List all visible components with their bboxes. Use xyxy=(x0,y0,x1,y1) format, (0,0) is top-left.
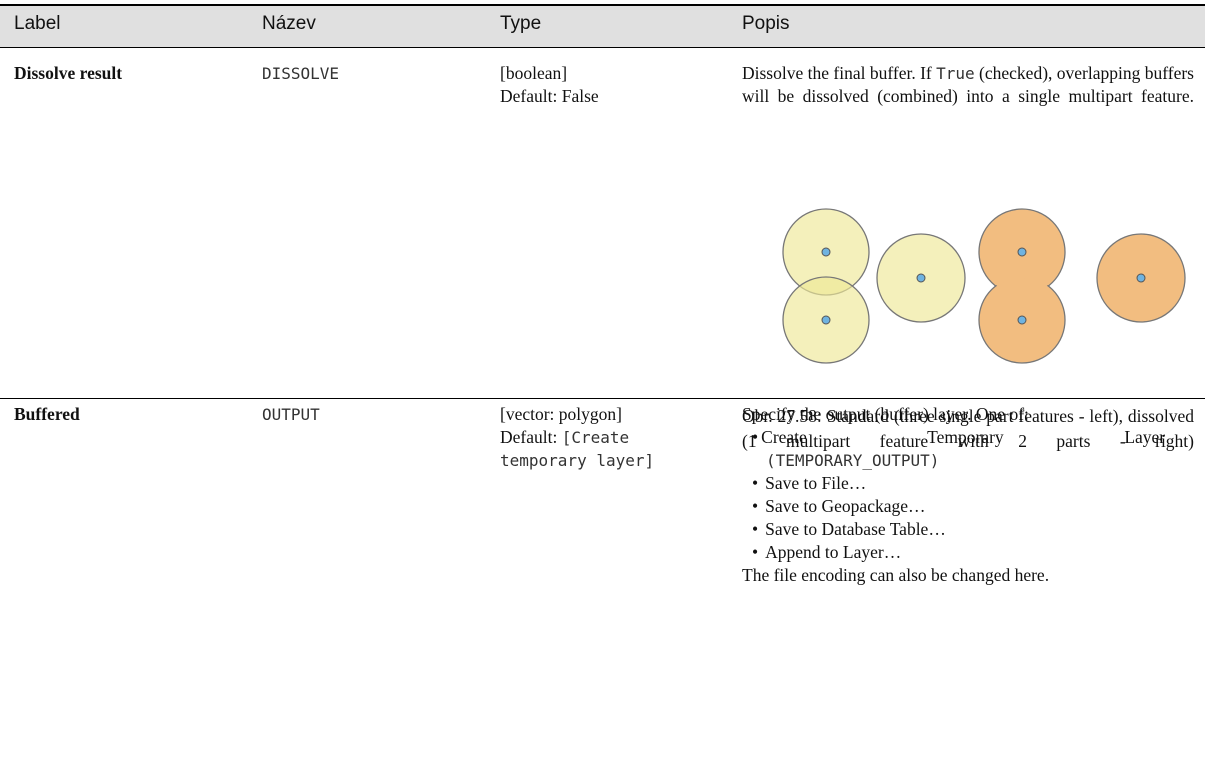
text: Create Temporary Layer xyxy=(761,427,1166,447)
header-cell: Popis xyxy=(742,13,790,34)
option: Append to Layer… xyxy=(765,541,1194,564)
description: Dissolve the final buffer. If True (chec… xyxy=(742,62,1194,108)
options: Create Temporary Layer (TEMPORARY_OUTPUT… xyxy=(742,426,1194,564)
label: Buffered xyxy=(14,404,80,424)
text: Dissolve the final buffer. If xyxy=(742,63,937,83)
code: [Create temporary layer] xyxy=(500,428,655,470)
type: [vector: polygon] Default: [Create tempo… xyxy=(500,403,720,472)
header-cell: Label xyxy=(14,13,61,34)
row-divider xyxy=(0,398,1205,399)
default: Default: [Create temporary layer] xyxy=(500,426,720,472)
header-cell: Type xyxy=(500,13,542,34)
type: [boolean] Default: False xyxy=(500,62,599,108)
type-text: [boolean] xyxy=(500,63,568,83)
type-text: [vector: polygon] xyxy=(500,404,622,424)
text: (checked), overlapping buffers will be d… xyxy=(742,63,1194,106)
note: The file encoding can also be changed he… xyxy=(742,565,1050,585)
header-row xyxy=(0,4,1205,48)
option: Save to File… xyxy=(765,472,1194,495)
label: Dissolve result xyxy=(14,63,123,83)
code: True xyxy=(936,64,975,83)
description: Specify the output (buffer) layer. One o… xyxy=(742,403,1194,587)
option: Save to Geopackage… xyxy=(765,495,1194,518)
text: Specify the output (buffer) layer. One o… xyxy=(742,404,1029,424)
text: Default: xyxy=(500,427,562,447)
option: Create Temporary Layer (TEMPORARY_OUTPUT… xyxy=(761,426,1194,472)
name: DISSOLVE xyxy=(262,64,340,83)
code: (TEMPORARY_OUTPUT) xyxy=(766,451,940,470)
default: Default: False xyxy=(500,86,599,106)
name: OUTPUT xyxy=(262,405,320,424)
header-cell: Název xyxy=(262,13,316,34)
option: Save to Database Table… xyxy=(765,518,1194,541)
